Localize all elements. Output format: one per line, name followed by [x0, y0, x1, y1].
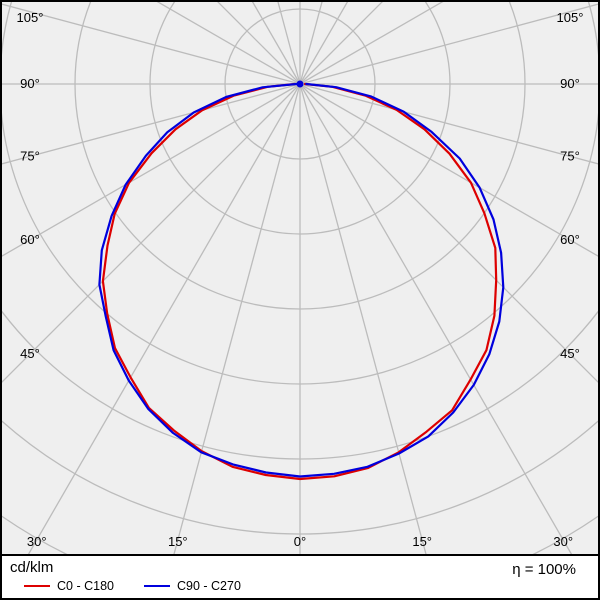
grid-radial-line — [2, 83, 301, 383]
grid-radial-line — [2, 83, 301, 165]
polar-chart: 0° 15° 15° 30° 30° 45° 45° 60° 60° 75° 75° 90° 90° 10… — [2, 2, 598, 554]
angle-tick-label: 90° — [20, 76, 40, 91]
angle-tick-label: 105° — [557, 10, 584, 25]
angle-tick-label: 30° — [27, 534, 47, 549]
grid-radial-line — [2, 3, 301, 85]
grid-radial-line — [156, 2, 301, 85]
angle-tick-label: 0° — [294, 534, 306, 549]
angle-tick-label: 45° — [20, 346, 40, 361]
curve-c90-c270 — [98, 82, 505, 478]
grid-radial-line — [299, 83, 573, 554]
efficiency-label: η = 100% — [512, 561, 576, 578]
grid-radial-line — [27, 83, 301, 554]
angle-tick-label: 60° — [20, 232, 40, 247]
curve-origin-dot — [296, 80, 304, 88]
legend-item-c0-c180: C0 - C180 — [24, 579, 114, 593]
angle-tick-label: 60° — [560, 232, 580, 247]
legend-label-c0-c180: C0 - C180 — [57, 579, 114, 593]
angle-tick-label: 75° — [560, 148, 580, 163]
grid-radial-line — [299, 83, 598, 383]
legend-swatch-c0-c180 — [24, 585, 50, 587]
grid-radial-line — [299, 83, 598, 257]
grid-radial-line — [299, 83, 427, 554]
angle-tick-label: 30° — [553, 534, 573, 549]
angle-tick-label: 45° — [560, 346, 580, 361]
angle-tick-label: 15° — [412, 534, 432, 549]
angle-tick-label: 75° — [20, 148, 40, 163]
grid-radial-line — [299, 83, 598, 165]
angle-tick-label: 105° — [17, 10, 44, 25]
curve-c0-c180 — [101, 82, 498, 481]
angle-tick-label: 15° — [168, 534, 188, 549]
angle-tick-label: 90° — [560, 76, 580, 91]
legend-item-c90-c270: C90 - C270 — [143, 579, 241, 593]
grid-radial-line — [2, 83, 301, 257]
grid-radial-line — [299, 3, 598, 85]
legend-swatch-c90-c270 — [143, 585, 170, 587]
unit-label: cd/klm — [10, 559, 54, 576]
grid-radial-line — [299, 2, 444, 85]
footer: cd/klm η = 100% C0 - C180 C90 - C270 — [2, 554, 598, 598]
grid-radial-line — [173, 83, 301, 554]
legend: C0 - C180 C90 - C270 — [24, 579, 588, 593]
legend-label-c90-c270: C90 - C270 — [176, 579, 241, 593]
polar-chart-area: 0° 15° 15° 30° 30° 45° 45° 60° 60° 75° 75° 90° 90° 10… — [2, 2, 598, 554]
